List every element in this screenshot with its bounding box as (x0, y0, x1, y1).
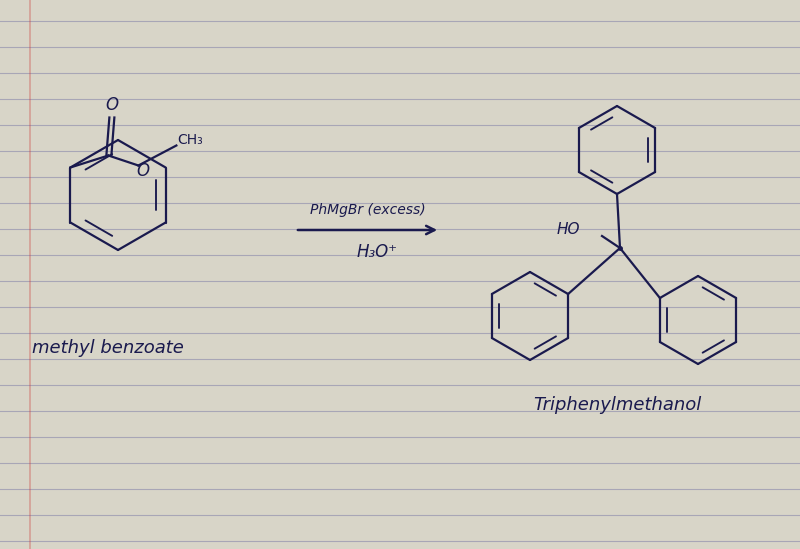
Text: CH₃: CH₃ (178, 133, 203, 148)
Text: HO: HO (556, 222, 580, 238)
Text: methyl benzoate: methyl benzoate (32, 339, 184, 357)
Text: PhMgBr (excess): PhMgBr (excess) (310, 203, 426, 217)
Text: H₃O⁺: H₃O⁺ (357, 243, 398, 261)
Text: Triphenylmethanol: Triphenylmethanol (533, 396, 701, 414)
Text: O: O (137, 163, 150, 181)
Text: O: O (106, 97, 119, 115)
